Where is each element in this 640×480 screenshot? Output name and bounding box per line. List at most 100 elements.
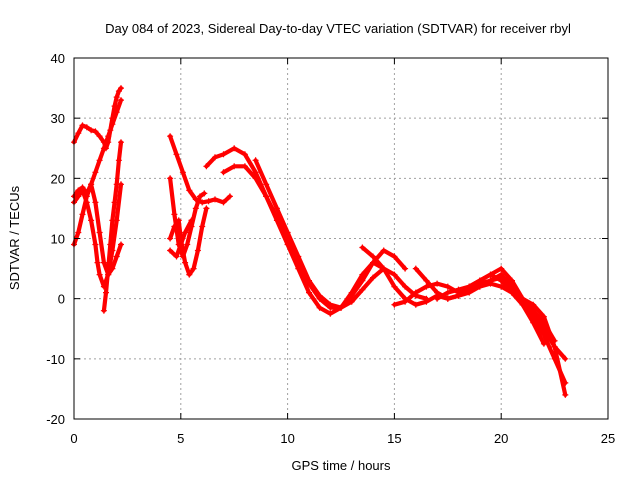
data-point <box>79 187 86 194</box>
data-point <box>109 217 116 224</box>
data-point <box>412 289 419 296</box>
data-point <box>92 169 99 176</box>
data-point <box>466 283 473 290</box>
data-point <box>105 133 112 140</box>
data-point <box>402 265 409 272</box>
y-tick-label: -10 <box>46 352 65 367</box>
data-point <box>171 223 178 230</box>
series-arc-8 <box>167 205 210 278</box>
data-point <box>316 292 323 299</box>
data-point <box>391 301 398 308</box>
data-point <box>96 157 103 164</box>
data-point <box>466 289 473 296</box>
x-tick-label: 15 <box>387 431 401 446</box>
data-point <box>487 271 494 278</box>
data-point <box>530 301 537 308</box>
data-point <box>173 253 180 260</box>
data-point <box>192 205 199 212</box>
x-axis-label: GPS time / hours <box>292 458 391 473</box>
data-point <box>177 241 184 248</box>
data-point <box>118 139 124 146</box>
data-point <box>199 223 206 230</box>
axis-ticks: 0 5 10 15 20 25 -20 -10 0 10 20 30 40 <box>46 51 615 446</box>
data-point <box>182 229 189 236</box>
series-arc-18 <box>434 265 558 344</box>
data-point <box>113 253 120 260</box>
data-point <box>111 103 118 110</box>
data-point <box>540 319 547 326</box>
series-line <box>71 98 124 199</box>
data-point <box>92 199 99 206</box>
chart-title: Day 084 of 2023, Sidereal Day-to-day VTE… <box>105 21 571 36</box>
y-tick-label: -20 <box>46 412 65 427</box>
data-point <box>220 151 227 158</box>
data-point <box>348 298 355 305</box>
data-point <box>316 304 323 311</box>
data-point <box>115 157 122 164</box>
data-point <box>508 277 515 284</box>
data-point <box>113 94 120 101</box>
data-point <box>498 271 505 278</box>
data-point <box>359 244 366 251</box>
data-point <box>434 289 441 296</box>
data-point <box>205 198 212 205</box>
data-point <box>444 295 451 302</box>
data-point <box>75 229 82 236</box>
data-point <box>75 130 82 137</box>
data-point <box>519 301 526 308</box>
series-line <box>168 134 232 205</box>
data-point <box>423 298 430 305</box>
data-point <box>83 199 90 206</box>
data-point <box>203 205 210 212</box>
data-point <box>412 265 419 272</box>
data-point <box>434 295 441 302</box>
data-point <box>201 190 208 197</box>
data-point <box>540 331 547 338</box>
data-point <box>476 277 483 284</box>
data-point <box>540 313 547 320</box>
data-point <box>92 241 99 248</box>
y-tick-label: 0 <box>58 292 65 307</box>
x-tick-label: 10 <box>280 431 294 446</box>
y-tick-label: 20 <box>51 171 65 186</box>
data-point <box>88 127 95 134</box>
data-point <box>226 193 233 200</box>
data-point <box>96 271 103 278</box>
data-point <box>455 286 462 293</box>
series-line <box>168 206 209 277</box>
data-point <box>370 274 376 281</box>
series-arc-5 <box>100 139 124 314</box>
data-point <box>562 355 569 362</box>
data-point <box>273 205 280 212</box>
data-point <box>75 193 82 200</box>
data-point <box>380 265 387 272</box>
data-point <box>391 253 398 260</box>
data-point <box>508 286 515 293</box>
data-point <box>252 157 259 164</box>
data-point <box>212 196 218 203</box>
data-point <box>79 122 86 129</box>
data-point <box>284 229 291 236</box>
data-point <box>476 283 483 290</box>
data-point <box>118 241 124 248</box>
data-point <box>188 217 195 224</box>
data-point <box>370 259 376 266</box>
data-point <box>203 163 210 170</box>
data-point <box>391 283 398 290</box>
series-line <box>101 140 124 313</box>
data-point <box>199 199 206 206</box>
data-point <box>402 283 409 290</box>
data-point <box>327 310 334 317</box>
data-point <box>118 85 124 92</box>
data-point <box>338 304 344 311</box>
data-point <box>88 217 95 224</box>
data-point <box>220 199 227 206</box>
x-tick-label: 25 <box>601 431 615 446</box>
grid <box>74 58 608 419</box>
data-point <box>92 128 99 135</box>
data-point <box>327 301 334 308</box>
data-point <box>113 181 120 188</box>
data-point <box>370 253 376 260</box>
data-point <box>306 277 312 284</box>
data-point <box>530 313 537 320</box>
